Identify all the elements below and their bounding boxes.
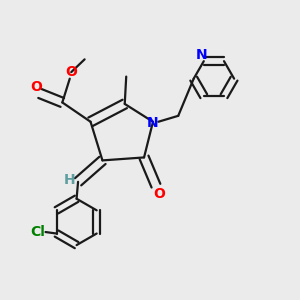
Text: N: N (196, 48, 207, 62)
Text: O: O (153, 187, 165, 201)
Text: Cl: Cl (30, 225, 45, 239)
Text: H: H (63, 173, 75, 187)
Text: N: N (147, 116, 158, 130)
Text: O: O (30, 80, 42, 94)
Text: O: O (65, 65, 77, 79)
